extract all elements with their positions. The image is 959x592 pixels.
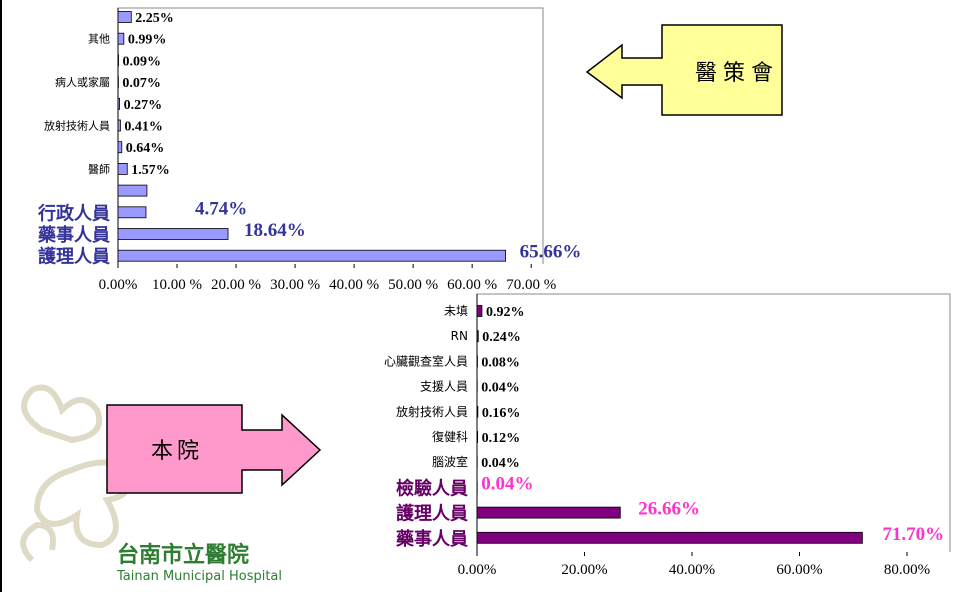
x-tick-label: 40.00%: [668, 562, 716, 578]
category-label: 放射技術人員: [396, 404, 468, 419]
category-label: 復健科: [432, 429, 468, 444]
value-label: 0.99%: [128, 33, 167, 48]
x-tick-label: 0.00%: [98, 277, 138, 293]
category-label: RN: [451, 329, 468, 343]
category-label: 其他: [88, 33, 110, 46]
value-label: 0.04%: [481, 381, 519, 396]
category-label: 未填: [444, 304, 468, 318]
value-label: 4.74%: [195, 198, 247, 219]
bar: [117, 11, 132, 23]
logo-subtitle: Tainan Municipal Hospital: [116, 569, 282, 584]
bar: [117, 32, 125, 45]
bar: [117, 206, 147, 219]
x-tick-label: 60.00%: [776, 562, 823, 578]
value-label: 0.09%: [123, 54, 162, 69]
bar: [476, 431, 479, 443]
bar: [117, 119, 121, 132]
category-label: 護理人員: [38, 246, 110, 268]
x-tick-label: 30.00 %: [270, 277, 321, 293]
value-label: 18.64%: [244, 220, 306, 241]
logo-name: 台南市立醫院: [117, 542, 249, 568]
value-label: 1.57%: [131, 163, 170, 178]
value-label: 0.64%: [126, 141, 164, 156]
x-tick-label: 20.00 %: [211, 277, 262, 293]
x-tick-label: 40.00 %: [329, 277, 380, 293]
x-tick-label: 50.00 %: [388, 277, 439, 293]
value-label: 0.04%: [481, 456, 519, 471]
category-label: 放射技術人員: [44, 119, 110, 133]
value-label: 0.92%: [486, 305, 525, 320]
value-label: 0.27%: [124, 98, 163, 113]
bar: [117, 249, 506, 262]
value-label: 71.70%: [882, 524, 944, 545]
value-label: 0.16%: [482, 406, 521, 421]
callout-arrow: [106, 404, 322, 494]
x-tick-label: 10.00 %: [152, 277, 203, 293]
category-label: 腦波室: [432, 454, 468, 469]
category-label: 病人或家屬: [55, 75, 110, 89]
callout-arrow: [585, 24, 783, 116]
value-label: 2.25%: [135, 11, 174, 26]
value-label: 0.04%: [481, 473, 533, 494]
category-label: 支援人員: [420, 380, 468, 394]
bar: [476, 405, 479, 418]
callout-text: 本院: [151, 439, 203, 464]
category-label: 藥事人員: [395, 528, 468, 550]
bar: [117, 97, 120, 110]
bar: [476, 330, 479, 343]
bar: [117, 141, 123, 154]
value-label: 0.12%: [482, 431, 521, 446]
value-label: 26.66%: [638, 499, 700, 520]
value-label: 0.07%: [122, 76, 161, 91]
category-label: 行政人員: [37, 202, 110, 224]
category-label: 醫師: [88, 163, 110, 176]
bar: [117, 54, 119, 67]
bar: [117, 184, 148, 197]
bar: [476, 305, 483, 317]
category-label: 藥事人員: [37, 224, 110, 246]
plot-frame: [117, 7, 544, 264]
value-label: 0.24%: [482, 330, 521, 345]
value-label: 65.66%: [520, 242, 582, 263]
category-label: 檢驗人員: [396, 477, 468, 499]
bar: [117, 162, 128, 175]
x-tick-label: 20.00%: [561, 562, 608, 578]
x-tick-label: 70.00 %: [506, 277, 557, 293]
category-label: 護理人員: [396, 503, 468, 525]
bar: [476, 531, 863, 544]
x-tick-label: 60.00 %: [447, 277, 498, 293]
x-tick-label: 0.00%: [457, 562, 497, 578]
value-label: 0.41%: [124, 120, 163, 135]
x-tick-label: 80.00%: [883, 562, 931, 578]
bar: [476, 506, 621, 519]
category-label: 心臟觀查室人員: [384, 353, 468, 368]
value-label: 0.08%: [481, 355, 520, 370]
callout-text: 醫策會: [695, 61, 779, 86]
bar: [117, 228, 229, 240]
